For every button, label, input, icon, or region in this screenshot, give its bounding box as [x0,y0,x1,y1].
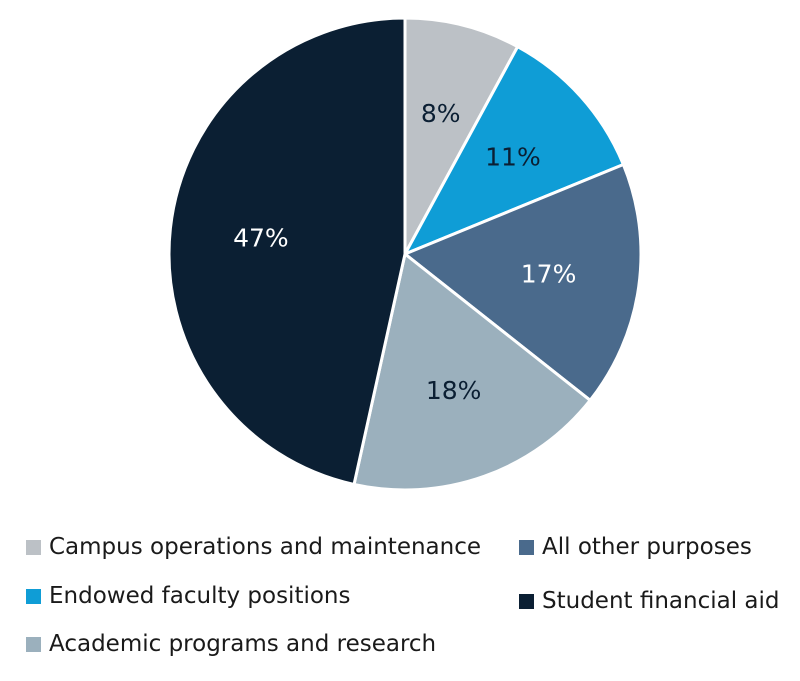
pie-chart: 8% 11% 17% 18% 47% [167,16,643,492]
legend-label: All other purposes [542,534,752,560]
legend-label: Endowed faculty positions [49,583,351,609]
legend-item-all-other-purposes: All other purposes [519,534,752,560]
legend-swatch-icon [519,593,534,609]
legend-label: Campus operations and maintenance [49,534,482,560]
slice-label-0: 8% [421,99,461,128]
pie-slice-1 [403,45,625,256]
legend-item-student-financial-aid: Student financial aid [519,588,780,614]
legend-item-academic-programs: Academic programs and research [26,631,436,657]
pie-slice-2 [403,163,643,402]
legend-item-endowed-faculty: Endowed faculty positions [26,583,350,609]
pie-slice-4 [167,16,407,486]
slice-label-2: 17% [521,260,577,289]
legend-swatch-icon [26,588,41,604]
pie-slice-0 [403,16,520,256]
slice-label-4: 47% [233,224,289,253]
legend-swatch-icon [26,636,41,652]
slice-label-1: 11% [485,143,541,172]
legend-item-campus-operations: Campus operations and maintenance [26,534,481,560]
legend-label: Student financial aid [542,588,780,614]
legend-swatch-icon [519,539,534,555]
legend-swatch-icon [26,539,41,555]
slice-label-3: 18% [426,376,482,405]
legend-label: Academic programs and research [49,631,437,657]
pie-slice-3 [352,252,592,492]
